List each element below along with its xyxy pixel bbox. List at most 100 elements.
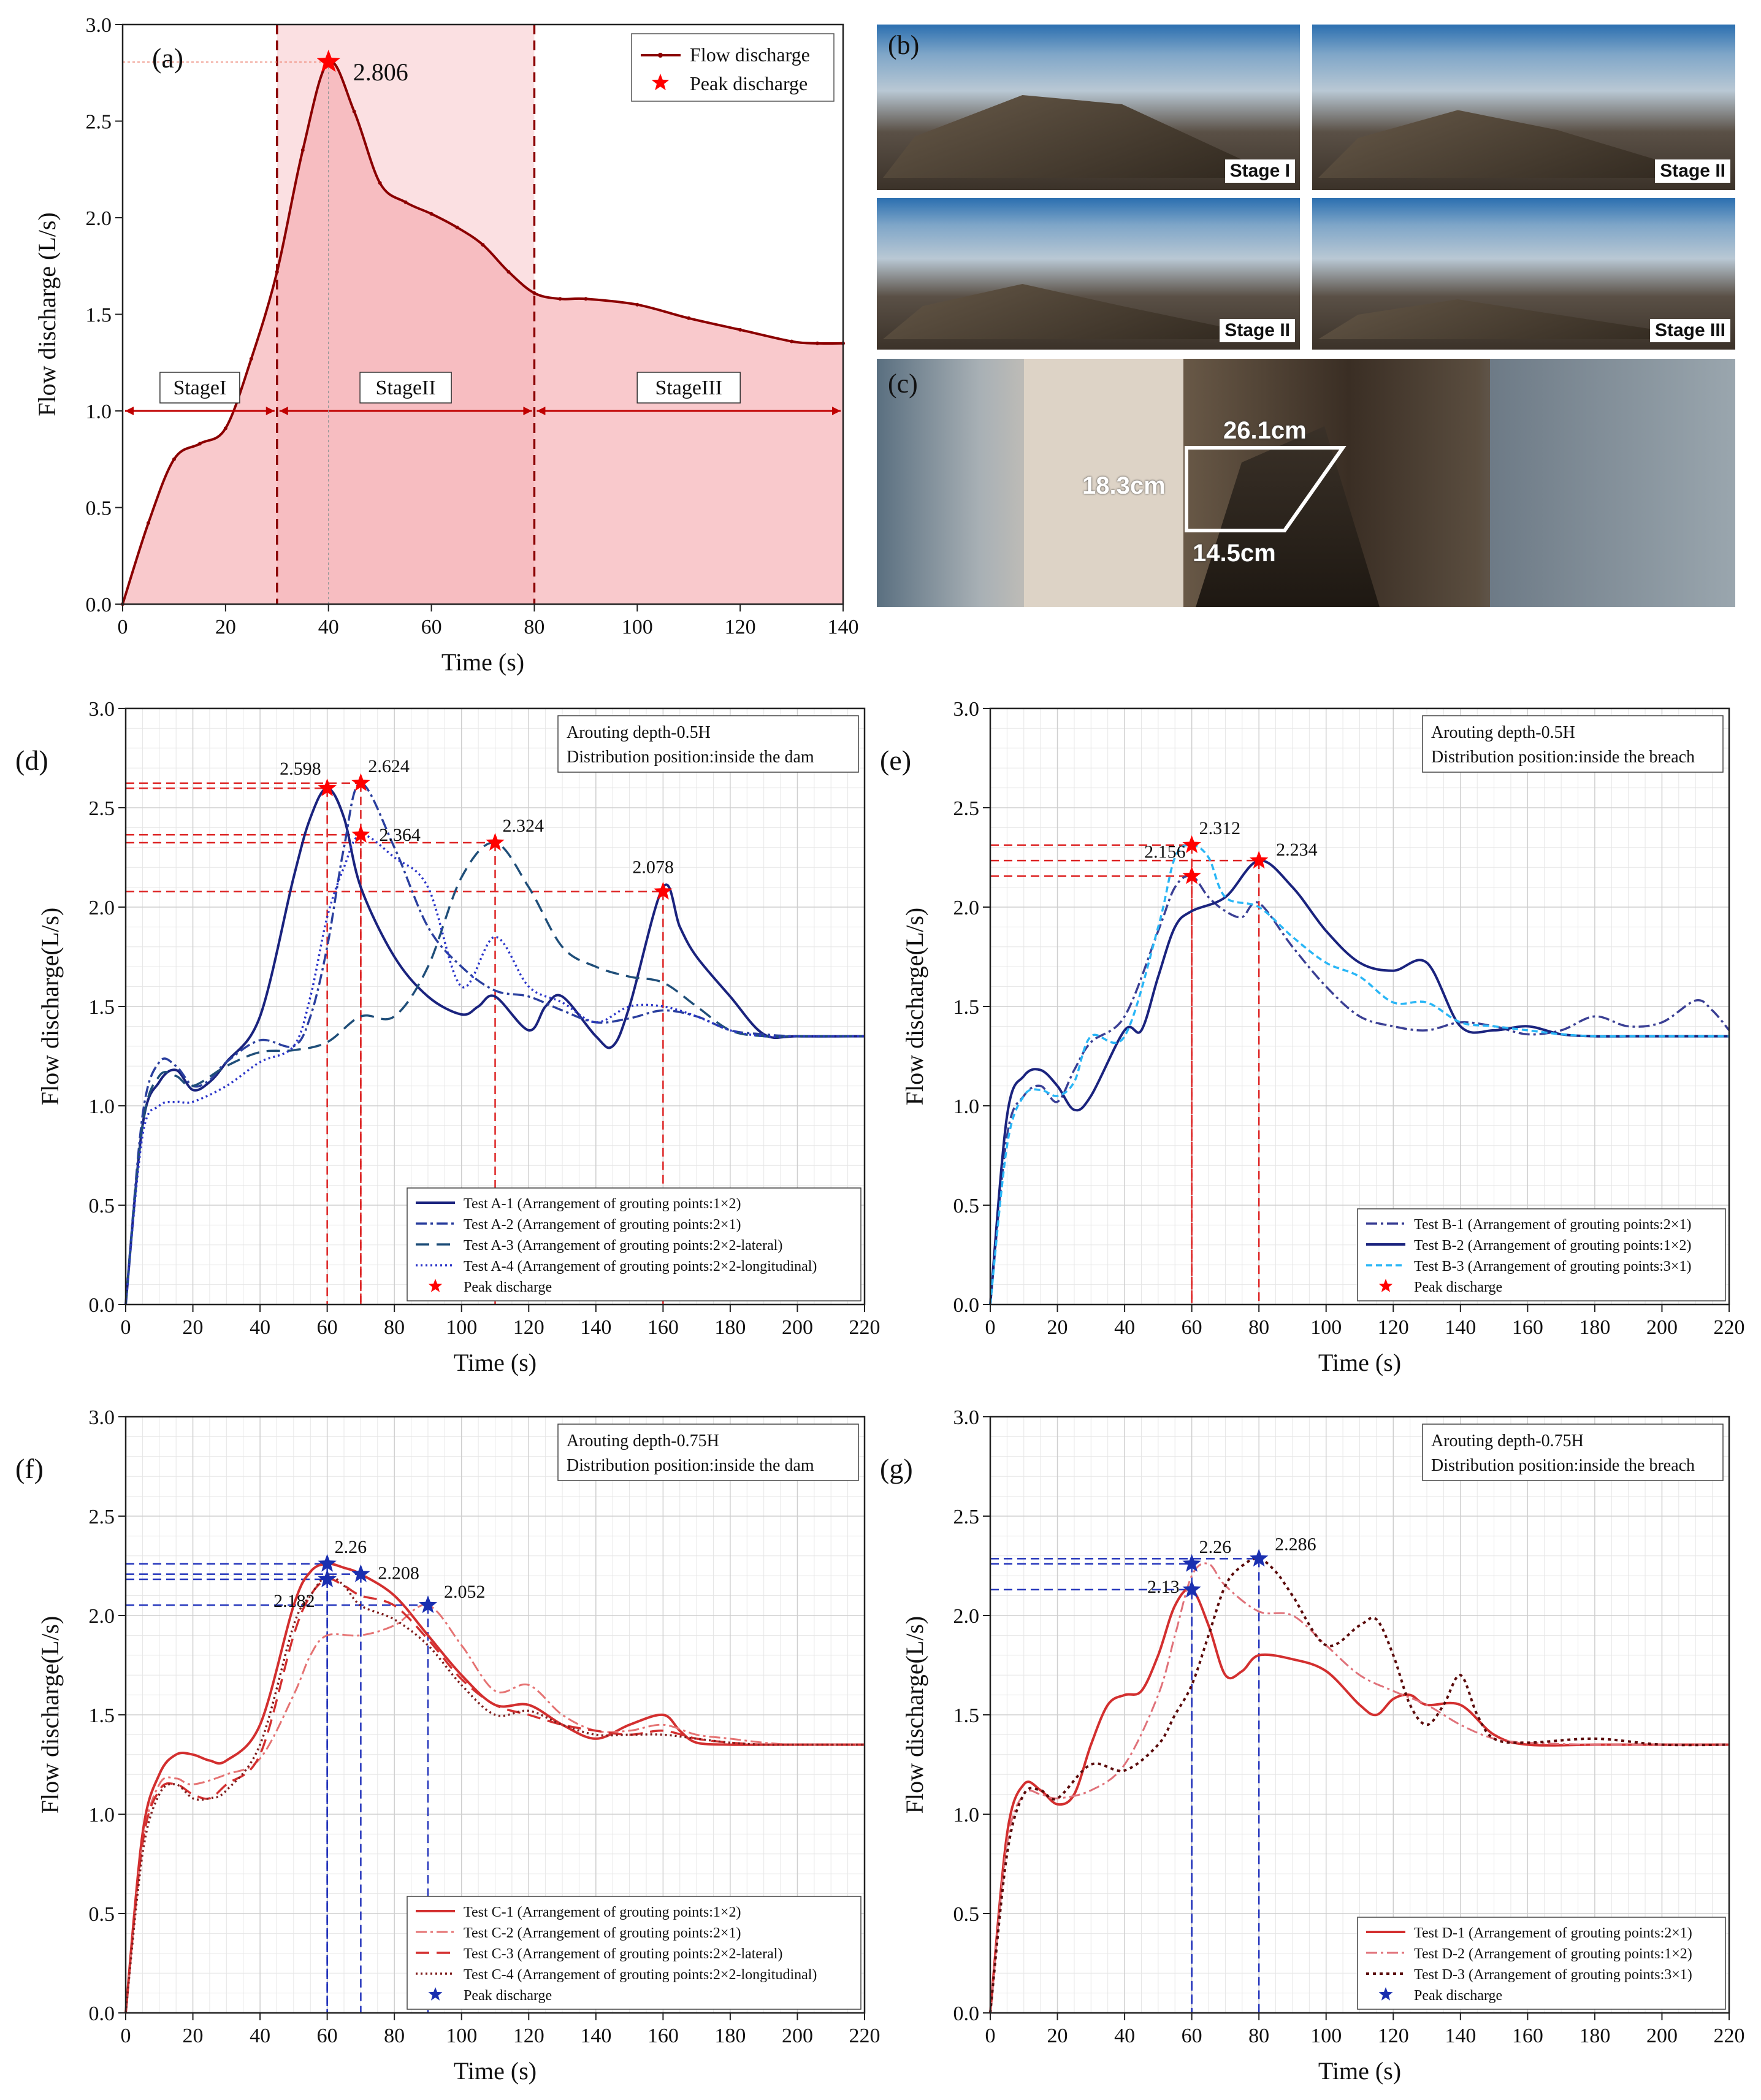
series-line <box>989 1557 1730 2014</box>
series-line <box>124 787 865 1305</box>
annotation-box <box>1422 715 1724 773</box>
stage-label: StageIII <box>655 377 722 399</box>
x-tick-label: 0 <box>985 2025 996 2047</box>
photo-panel-c: 26.1cm 18.3cm 14.5cm (c) <box>877 359 1735 607</box>
arrow-head <box>279 407 288 415</box>
peak-label: 2.806 <box>353 58 408 86</box>
annotation-text: Arouting depth-0.75H <box>567 1431 719 1450</box>
legend-swatch <box>428 1987 443 2001</box>
chart-d: 2.598 2.624 2.364 2.324 2.078 Arouting depth-… <box>15 698 880 1376</box>
stage-label: Stage I <box>1224 159 1295 183</box>
x-tick-label: 80 <box>384 1316 405 1339</box>
series-line <box>124 841 865 1305</box>
legend-entry: Peak discharge <box>1414 1279 1502 1295</box>
peak-label: 2.26 <box>335 1537 367 1557</box>
series-line <box>989 875 1730 1305</box>
x-tick-label: 160 <box>1512 2025 1543 2047</box>
data-point <box>481 243 485 247</box>
x-tick-label: 180 <box>1579 1316 1610 1339</box>
x-axis-label: Time (s) <box>441 648 524 676</box>
panel-label: (e) <box>880 745 911 776</box>
annotation-text: Distribution position:inside the breach <box>1431 1456 1695 1475</box>
y-tick-label: 3.0 <box>89 1406 115 1429</box>
data-point <box>378 181 382 185</box>
x-tick-label: 140 <box>580 2025 611 2047</box>
panel-label: (d) <box>15 745 48 776</box>
peak-star <box>1182 866 1201 884</box>
y-tick-label: 1.5 <box>953 996 980 1019</box>
data-point <box>146 521 150 525</box>
legend <box>407 1187 861 1301</box>
panel-label-b: (b) <box>888 30 920 60</box>
x-tick-label: 100 <box>1310 1316 1342 1339</box>
data-point <box>429 212 434 216</box>
legend-entry: Test B-1 (Arrangement of grouting points… <box>1414 1217 1691 1233</box>
x-tick-label: 20 <box>1047 1316 1068 1339</box>
dim-left: 18.3cm <box>1082 472 1166 499</box>
stage-label: Stage II <box>1655 159 1730 183</box>
dimension-outline <box>1185 446 1347 532</box>
data-point <box>790 339 794 343</box>
x-tick-label: 100 <box>446 1316 477 1339</box>
y-tick-label: 0.5 <box>89 1903 115 1926</box>
peak-star <box>351 825 370 843</box>
y-tick-label: 3.0 <box>86 14 112 37</box>
x-tick-label: 100 <box>446 2025 477 2047</box>
series-line <box>989 1587 1729 2014</box>
legend-entry: Test D-2 (Arrangement of grouting points… <box>1414 1946 1692 1962</box>
legend-entry: Flow discharge <box>690 44 810 66</box>
data-point <box>300 148 305 152</box>
x-axis-label: Time (s) <box>454 1349 537 1376</box>
data-point <box>816 341 820 345</box>
legend-swatch <box>651 74 670 91</box>
stage-label: StageII <box>376 377 436 399</box>
series-line <box>124 1562 865 2014</box>
annotation-box <box>1422 1424 1724 1481</box>
data-point <box>687 316 691 320</box>
data-point <box>223 426 227 431</box>
peak-star <box>418 1595 438 1614</box>
x-tick-label: 200 <box>1646 2025 1678 2047</box>
arrow-head <box>125 407 134 415</box>
y-tick-label: 2.0 <box>953 897 980 919</box>
series-line <box>124 1604 865 2014</box>
x-tick-label: 140 <box>1445 2025 1476 2047</box>
data-point <box>403 200 408 204</box>
legend-swatch <box>428 1279 443 1292</box>
photo-panel-b: Stage I Stage II Stage II Stage III (b) <box>877 25 1735 350</box>
dim-bottom: 14.5cm <box>1193 540 1276 567</box>
y-tick-label: 2.5 <box>953 797 980 820</box>
annotation-text: Distribution position:inside the breach <box>1431 748 1695 767</box>
x-tick-label: 20 <box>183 1316 204 1339</box>
peak-label: 2.312 <box>1199 818 1241 838</box>
peak-label: 2.182 <box>273 1591 315 1611</box>
legend-entry: Test A-3 (Arrangement of grouting points… <box>464 1238 782 1254</box>
legend-entry: Test C-3 (Arrangement of grouting points… <box>464 1946 782 1962</box>
x-tick-label: 200 <box>782 2025 813 2047</box>
x-tick-label: 80 <box>524 616 544 638</box>
x-tick-label: 60 <box>317 1316 338 1339</box>
arrow-head <box>537 407 546 415</box>
y-tick-label: 0.5 <box>953 1903 980 1926</box>
data-point <box>249 356 253 361</box>
x-tick-label: 80 <box>384 2025 405 2047</box>
y-axis-label: Flow discharge (L/s) <box>33 212 61 416</box>
data-point <box>506 270 511 274</box>
legend-swatch <box>1378 1987 1393 2001</box>
x-tick-label: 140 <box>828 616 859 638</box>
x-tick-label: 0 <box>121 1316 131 1339</box>
y-tick-label: 2.5 <box>86 111 112 134</box>
y-tick-label: 1.0 <box>89 1095 115 1118</box>
legend-entry: Peak discharge <box>690 72 808 94</box>
panel-label: (g) <box>880 1453 913 1484</box>
peak-label: 2.26 <box>1199 1537 1232 1557</box>
x-tick-label: 120 <box>513 1316 544 1339</box>
legend-entry: Test A-1 (Arrangement of grouting points… <box>464 1196 741 1212</box>
y-tick-label: 1.5 <box>89 1704 115 1727</box>
area-fill <box>123 61 843 605</box>
x-tick-label: 60 <box>317 2025 338 2047</box>
x-tick-label: 140 <box>1445 1316 1476 1339</box>
panel-label: (f) <box>15 1453 44 1484</box>
x-tick-label: 180 <box>714 1316 746 1339</box>
x-tick-label: 20 <box>183 2025 204 2047</box>
